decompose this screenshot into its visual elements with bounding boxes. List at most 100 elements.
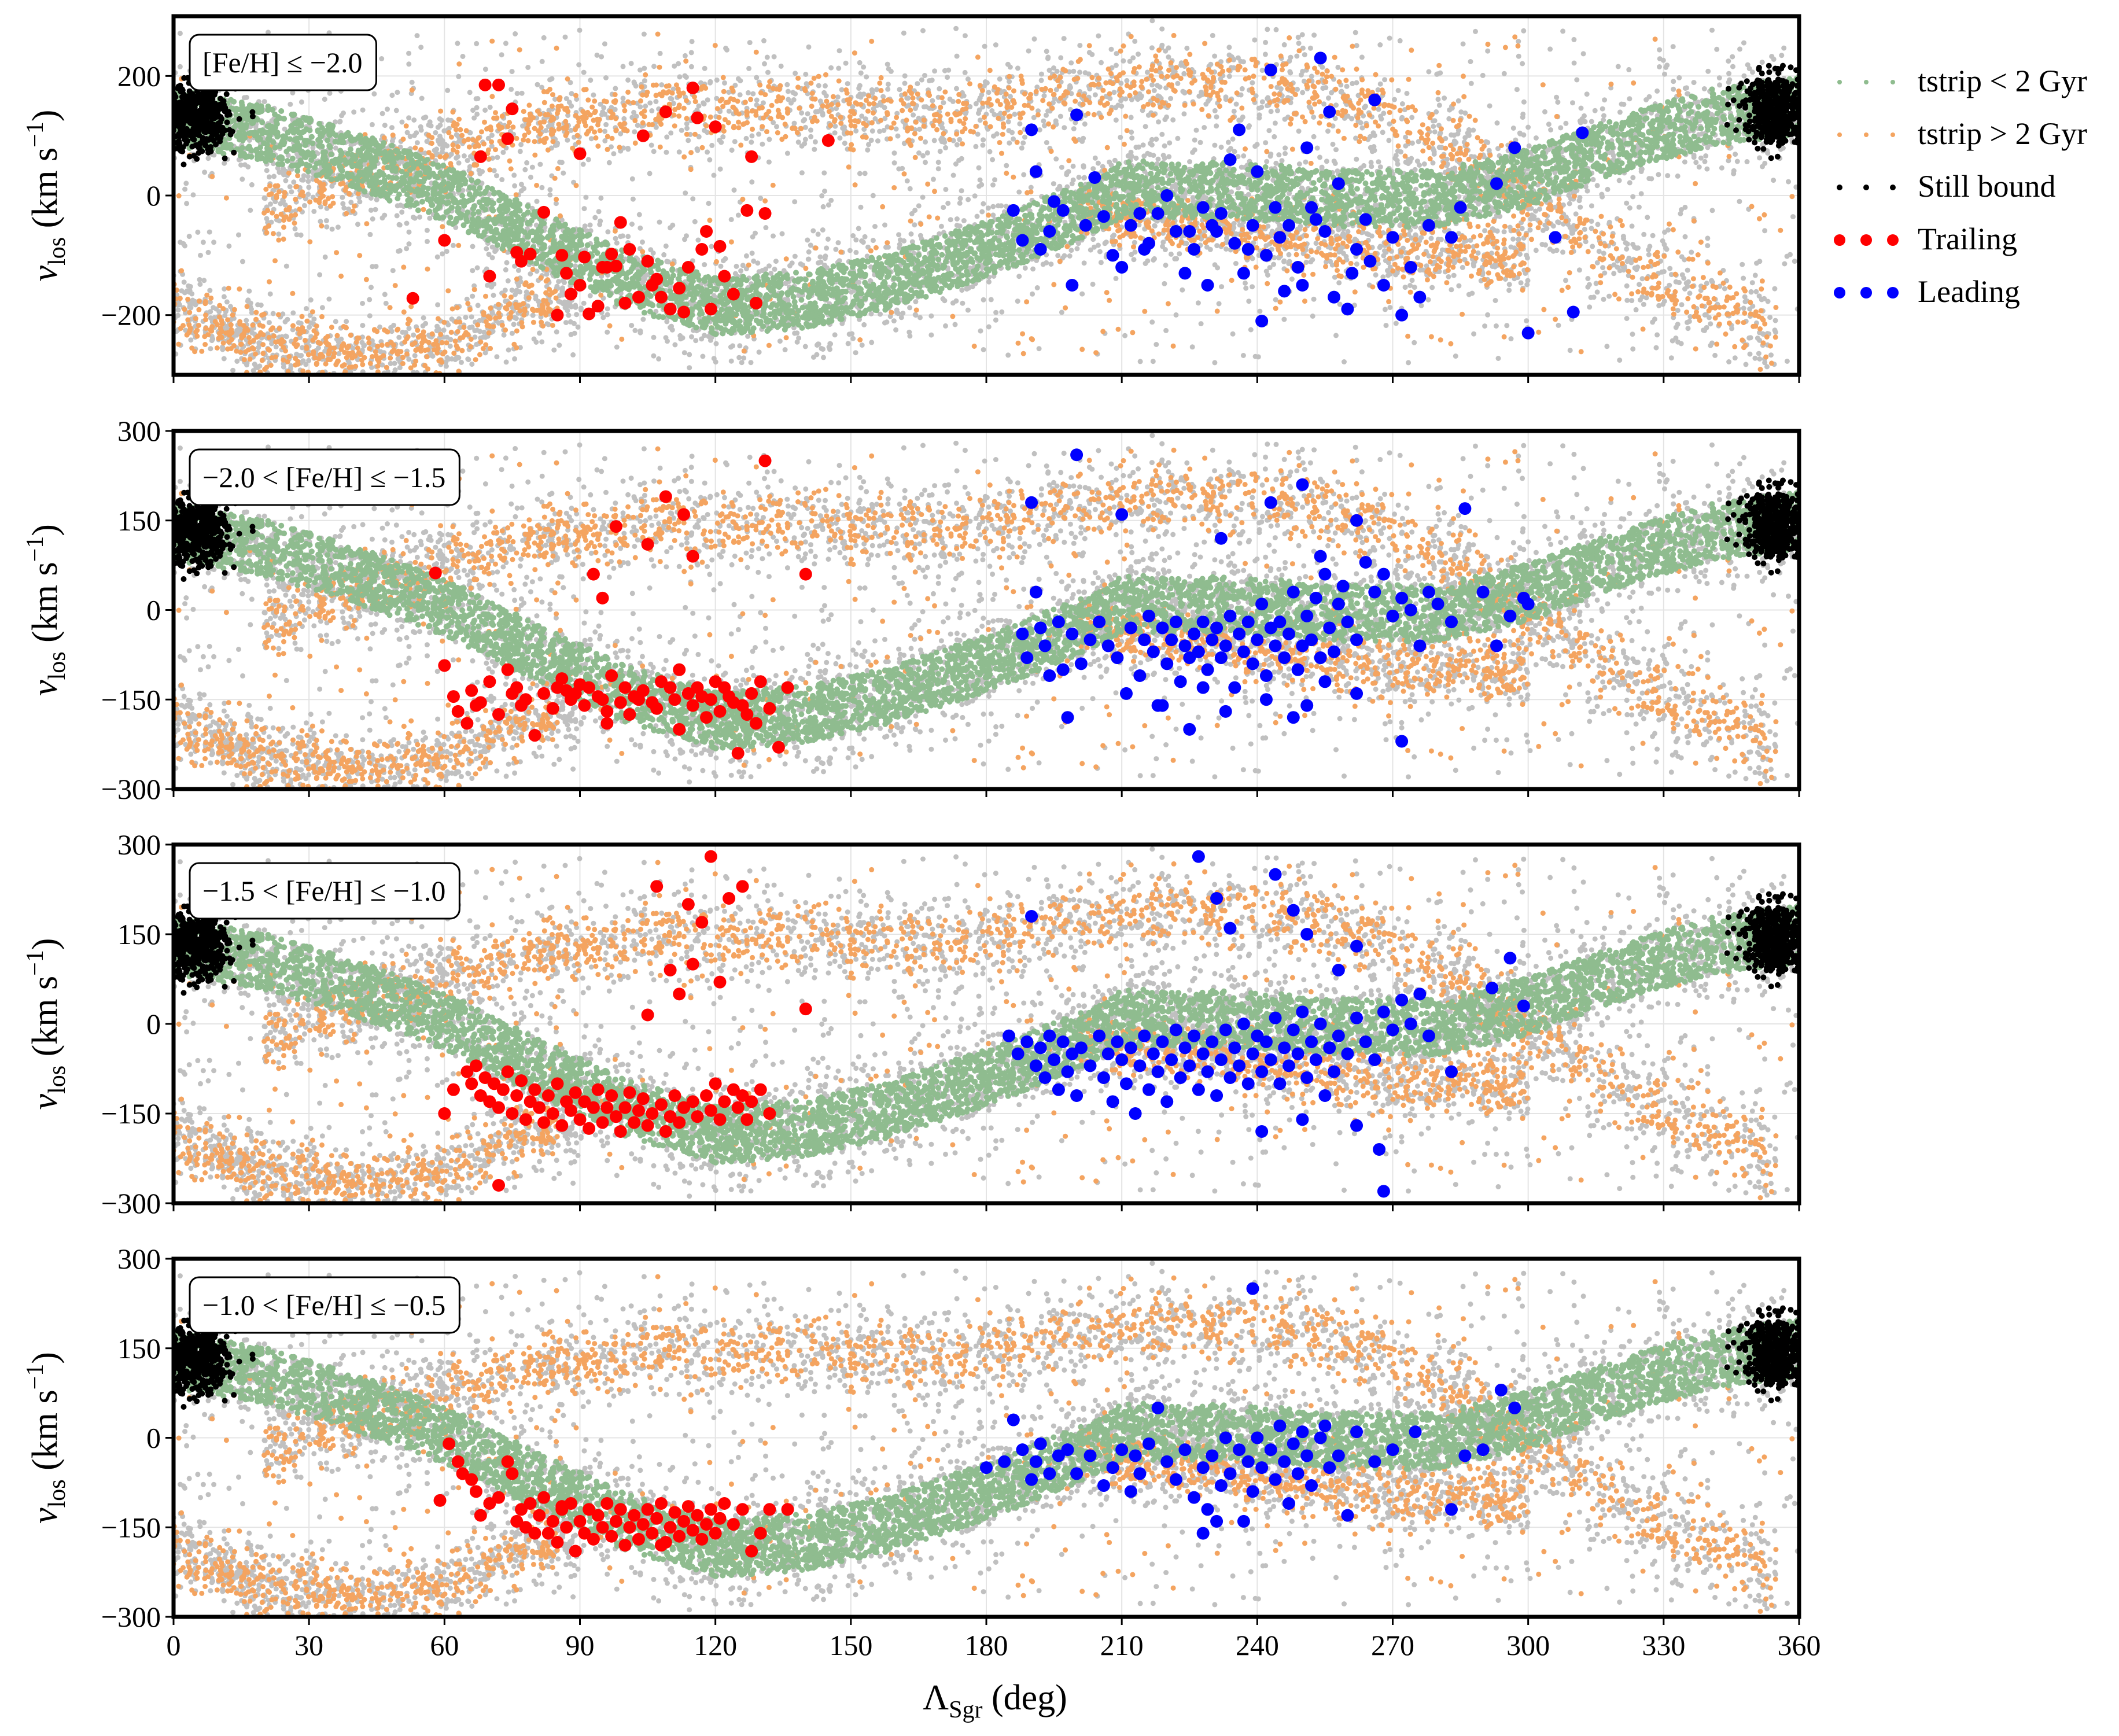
model-gray-point bbox=[1037, 127, 1042, 132]
model-gray-point bbox=[1640, 276, 1645, 281]
model-gray-point bbox=[657, 220, 662, 225]
model-gray-point bbox=[1214, 115, 1219, 120]
model-gray-point bbox=[846, 341, 851, 346]
model-gray-point bbox=[732, 139, 738, 144]
model-gray-point bbox=[1227, 73, 1232, 79]
model-gray-point bbox=[407, 326, 412, 331]
model-gray-point bbox=[1093, 93, 1098, 98]
model-gray-point bbox=[439, 117, 444, 123]
model-gray-point bbox=[1687, 290, 1693, 296]
model-gray-point bbox=[1730, 64, 1735, 69]
model-gray-point bbox=[518, 149, 523, 154]
model-gray-point bbox=[653, 99, 658, 104]
model-gray-point bbox=[582, 206, 587, 211]
model-gray-point bbox=[1034, 84, 1040, 90]
model-gray-point bbox=[319, 381, 325, 386]
model-gray-point bbox=[1772, 286, 1777, 292]
model-gray-point bbox=[621, 64, 626, 69]
model-gray-point bbox=[651, 335, 657, 340]
model-gray-point bbox=[267, 320, 272, 325]
model-gray-point bbox=[325, 380, 330, 385]
model-gray-point bbox=[923, 139, 928, 145]
model-gray-point bbox=[1705, 69, 1711, 74]
model-gray-point bbox=[338, 337, 344, 342]
model-gray-point bbox=[734, 264, 739, 269]
model-gray-point bbox=[923, 160, 928, 165]
model-gray-point bbox=[1280, 158, 1285, 163]
model-gray-point bbox=[1081, 164, 1086, 169]
model-gray-point bbox=[960, 301, 965, 306]
model-gray-point bbox=[1022, 135, 1027, 140]
model-gray-point bbox=[1093, 156, 1098, 161]
model-gray-point bbox=[251, 377, 256, 382]
model-gray-point bbox=[1283, 145, 1288, 150]
model-gray-point bbox=[1662, 298, 1667, 304]
model-gray-point bbox=[945, 201, 950, 206]
model-gray-point bbox=[1637, 282, 1642, 287]
model-gray-point bbox=[1534, 248, 1539, 253]
model-gray-point bbox=[1340, 231, 1346, 236]
model-gray-point bbox=[569, 304, 574, 309]
model-gray-point bbox=[1597, 249, 1602, 254]
model-gray-point bbox=[1748, 335, 1753, 340]
model-gray-point bbox=[341, 205, 347, 211]
model-gray-point bbox=[359, 340, 364, 345]
model-gray-point bbox=[1773, 330, 1778, 335]
model-gray-point bbox=[705, 97, 710, 102]
model-gray-point bbox=[961, 93, 967, 98]
model-gray-point bbox=[979, 182, 984, 187]
model-gray-point bbox=[530, 313, 536, 318]
model-gray-point bbox=[1740, 262, 1745, 267]
model-gray-point bbox=[182, 279, 187, 285]
model-gray-point bbox=[1418, 235, 1424, 240]
model-gray-point bbox=[563, 320, 569, 325]
model-gray-point bbox=[255, 302, 260, 307]
model-gray-point bbox=[1685, 268, 1690, 273]
model-gray-point bbox=[700, 354, 705, 359]
model-gray-point bbox=[602, 129, 607, 134]
model-gray-point bbox=[519, 91, 525, 96]
model-gray-point bbox=[557, 342, 562, 348]
model-gray-point bbox=[1733, 355, 1738, 360]
model-gray-point bbox=[1006, 128, 1011, 133]
model-gray-point bbox=[1630, 194, 1635, 200]
model-gray-point bbox=[603, 75, 609, 80]
model-gray-point bbox=[922, 104, 927, 109]
model-gray-point bbox=[1303, 160, 1309, 165]
model-gray-point bbox=[1650, 319, 1655, 325]
model-gray-point bbox=[598, 196, 603, 201]
model-gray-point bbox=[1062, 125, 1067, 130]
model-gray-point bbox=[938, 149, 943, 154]
model-gray-point bbox=[1583, 184, 1589, 189]
model-gray-point bbox=[384, 301, 389, 306]
model-gray-point bbox=[1224, 94, 1229, 99]
model-gray-point bbox=[1533, 209, 1538, 214]
model-gray-point bbox=[826, 202, 831, 208]
model-gray-point bbox=[1689, 250, 1694, 255]
model-gray-point bbox=[1629, 298, 1634, 303]
model-gray-point bbox=[325, 384, 330, 389]
model-gray-point bbox=[693, 338, 698, 343]
model-gray-point bbox=[412, 216, 418, 221]
model-gray-point bbox=[741, 355, 746, 360]
model-gray-point bbox=[1708, 343, 1713, 348]
model-gray-point bbox=[730, 343, 735, 348]
model-gray-point bbox=[1641, 232, 1646, 237]
model-gray-point bbox=[380, 111, 385, 116]
model-gray-point bbox=[1667, 283, 1672, 288]
model-gray-point bbox=[756, 131, 761, 137]
model-gray-point bbox=[186, 283, 191, 289]
model-gray-point bbox=[1606, 294, 1612, 299]
model-gray-point bbox=[305, 179, 311, 184]
model-gray-point bbox=[1546, 121, 1552, 127]
model-gray-point bbox=[891, 318, 897, 323]
model-gray-point bbox=[746, 66, 751, 71]
model-gray-point bbox=[720, 134, 725, 139]
model-gray-point bbox=[511, 172, 517, 178]
model-gray-point bbox=[1252, 38, 1257, 43]
model-gray-point bbox=[1346, 229, 1351, 234]
model-gray-point bbox=[1582, 227, 1587, 232]
model-gray-point bbox=[261, 196, 267, 201]
model-gray-point bbox=[684, 126, 690, 131]
model-gray-point bbox=[1660, 238, 1665, 244]
